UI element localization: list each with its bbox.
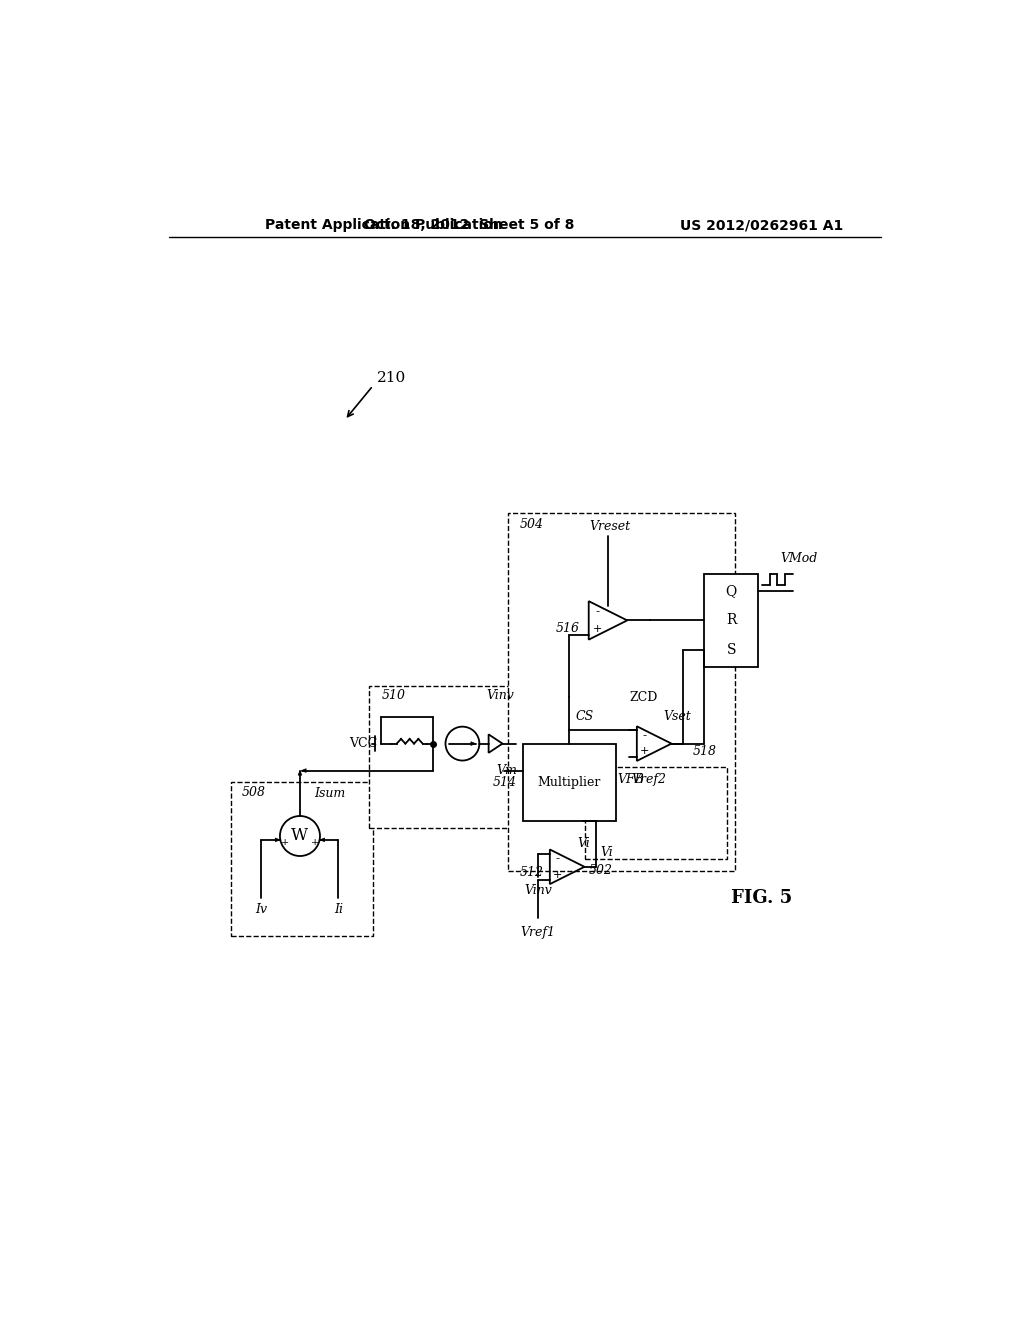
Text: Patent Application Publication: Patent Application Publication (265, 218, 503, 232)
Text: Vinv: Vinv (486, 689, 514, 702)
Bar (370, 686, 547, 829)
Text: FIG. 5: FIG. 5 (731, 888, 793, 907)
Text: CS: CS (575, 710, 594, 723)
Text: 512: 512 (519, 866, 544, 879)
Polygon shape (319, 838, 325, 842)
Text: +: + (311, 838, 319, 846)
Text: Vi: Vi (578, 837, 590, 850)
Text: Vm: Vm (497, 764, 517, 777)
Text: VCC: VCC (349, 737, 377, 750)
Text: ZCD: ZCD (630, 690, 658, 704)
Text: +: + (640, 746, 649, 756)
Text: US 2012/0262961 A1: US 2012/0262961 A1 (680, 218, 844, 232)
Text: 510: 510 (382, 689, 406, 702)
Text: Ii: Ii (334, 903, 343, 916)
Bar (508, 512, 735, 871)
Text: 210: 210 (377, 371, 407, 385)
Text: Q: Q (726, 583, 737, 598)
Text: 504: 504 (520, 517, 544, 531)
Text: +: + (281, 838, 289, 846)
Text: -: - (643, 730, 647, 742)
Text: Vref2: Vref2 (631, 774, 666, 787)
Text: Vref1: Vref1 (521, 925, 556, 939)
Polygon shape (275, 838, 280, 842)
Text: Vinv: Vinv (524, 884, 552, 898)
Bar (523, 743, 615, 821)
Text: -: - (556, 853, 560, 866)
Text: -: - (595, 606, 599, 618)
Text: 518: 518 (692, 744, 717, 758)
Text: VMod: VMod (780, 552, 817, 565)
Text: +: + (593, 624, 602, 634)
Polygon shape (471, 742, 475, 746)
Text: 514: 514 (493, 776, 516, 788)
Text: Iv: Iv (255, 903, 267, 916)
Text: Multiplier: Multiplier (538, 776, 601, 788)
Text: 516: 516 (556, 622, 580, 635)
Bar (585, 767, 727, 859)
Text: 508: 508 (243, 785, 266, 799)
Polygon shape (298, 771, 302, 775)
Polygon shape (301, 768, 306, 772)
Text: S: S (726, 643, 736, 657)
Text: Isum: Isum (313, 787, 345, 800)
Text: Vreset: Vreset (589, 520, 630, 533)
Text: Vi: Vi (600, 846, 612, 859)
Text: +: + (553, 870, 562, 879)
Text: Oct. 18, 2012  Sheet 5 of 8: Oct. 18, 2012 Sheet 5 of 8 (365, 218, 574, 232)
Bar (230, 781, 373, 936)
Text: W: W (292, 828, 308, 845)
Text: 502: 502 (589, 865, 612, 878)
Text: Vset: Vset (664, 710, 691, 723)
Text: R: R (726, 614, 736, 627)
Text: VFB: VFB (617, 774, 644, 787)
Bar (705, 574, 758, 667)
